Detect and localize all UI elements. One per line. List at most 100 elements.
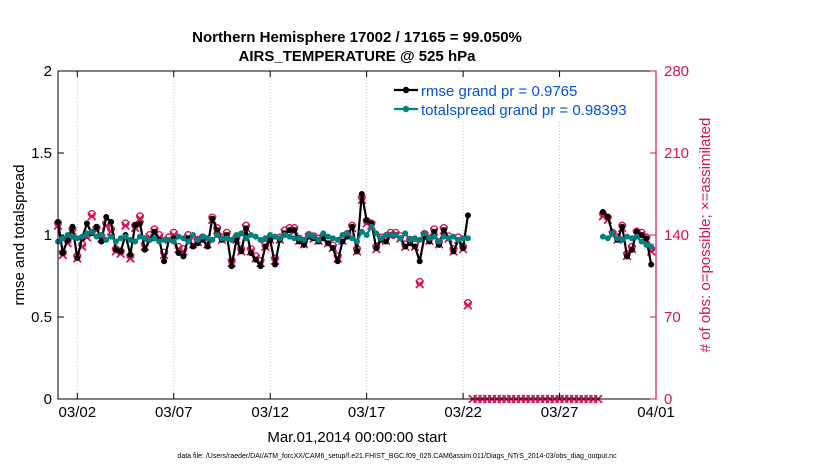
rmse-point: [431, 228, 438, 235]
rmse-point: [103, 213, 110, 220]
totalspread-point: [305, 232, 312, 238]
totalspread-point: [460, 235, 467, 242]
legend-box: [390, 77, 648, 121]
totalspread-point: [146, 236, 153, 243]
totalspread-point: [117, 235, 124, 242]
totalspread-point: [93, 233, 100, 240]
totalspread-point: [281, 232, 288, 238]
totalspread-point: [339, 232, 346, 238]
totalspread-point: [392, 232, 399, 238]
series-layer: [53, 191, 656, 404]
totalspread-point: [151, 235, 158, 242]
x-tick-label: 03/02: [59, 404, 97, 421]
totalspread-point: [296, 235, 303, 242]
rmse-point: [69, 223, 76, 230]
totalspread-point: [349, 235, 356, 242]
rmse-point: [83, 220, 90, 227]
rmse-point: [619, 223, 626, 230]
chart-subtitle: AIRS_TEMPERATURE @ 525 hPa: [239, 48, 477, 65]
x-tick-label: 03/12: [251, 404, 289, 421]
rmse-point: [604, 213, 611, 220]
totalspread-point: [69, 233, 76, 240]
y-axis-label-left: rmse and totalspread: [11, 165, 28, 306]
rmse-point: [628, 246, 635, 253]
rmse-point: [358, 191, 365, 197]
totalspread-point: [411, 235, 418, 242]
totalspread-point: [276, 235, 283, 242]
rmse-point: [127, 251, 134, 258]
y-left-tick-label: 1: [44, 227, 52, 244]
totalspread-point: [387, 232, 394, 238]
rmse-point: [243, 225, 250, 232]
totalspread-point: [59, 235, 66, 242]
legend-marker-spread: [402, 105, 410, 113]
rmse-point: [272, 261, 279, 268]
chart-title: Northern Hemisphere 17002 / 17165 = 99.0…: [192, 29, 522, 46]
rmse-point: [74, 254, 81, 261]
y-axis-label-right: # of obs: o=possible; ×=assimilated: [697, 118, 714, 353]
totalspread-point: [445, 235, 452, 242]
totalspread-point: [64, 232, 71, 238]
totalspread-point: [344, 230, 351, 237]
totalspread-point: [122, 233, 129, 240]
totalspread-point: [329, 235, 336, 242]
rmse-point: [643, 235, 650, 242]
rmse-point: [64, 236, 71, 243]
totalspread-point: [609, 230, 616, 237]
footnote: data file: /Users/raeder/DAI/ATM_forcXX/…: [177, 453, 617, 460]
totalspread-point: [112, 238, 119, 245]
rmse-point: [180, 253, 187, 260]
rmse-point: [624, 253, 631, 260]
totalspread-point: [88, 228, 95, 235]
x-tick-label: 03/22: [444, 404, 482, 421]
legend-label-rmse: rmse grand pr = 0.9765: [421, 83, 577, 100]
totalspread-point: [175, 233, 182, 240]
y-left-tick-label: 0.5: [31, 309, 52, 326]
rmse-point: [460, 245, 467, 252]
y-left-tick-label: 1.5: [31, 145, 52, 162]
obs-assimilated-point: [415, 279, 424, 289]
totalspread-point: [243, 235, 250, 242]
y-right-tick-label: 140: [664, 227, 689, 244]
legend-marker-rmse: [402, 86, 410, 94]
rmse-point: [599, 209, 606, 216]
totalspread-point: [228, 236, 235, 243]
rmse-point: [132, 222, 139, 229]
rmse-point: [339, 238, 346, 245]
rmse-point: [633, 228, 640, 235]
totalspread-point: [141, 235, 148, 242]
rmse-point: [59, 250, 66, 257]
totalspread-point: [368, 223, 375, 230]
totalspread-point: [334, 236, 341, 243]
totalspread-point: [464, 235, 471, 242]
totalspread-point: [310, 233, 317, 240]
rmse-point: [204, 243, 211, 250]
totalspread-point: [286, 233, 293, 240]
rmse-point: [112, 246, 119, 253]
x-tick-label: 04/01: [637, 404, 675, 421]
rmse-point: [98, 238, 105, 245]
totalspread-point: [643, 241, 650, 248]
y-left-tick-label: 2: [44, 63, 52, 80]
totalspread-point: [204, 235, 211, 242]
x-axis-label: Mar.01,2014 00:00:00 start: [267, 429, 447, 446]
rmse-point: [262, 243, 269, 250]
totalspread-point: [619, 236, 626, 243]
totalspread-point: [247, 232, 254, 238]
obs-assimilated-point: [121, 221, 130, 230]
totalspread-point: [238, 230, 245, 237]
totalspread-point: [633, 233, 640, 240]
totalspread-point: [291, 235, 298, 242]
totalspread-point: [431, 233, 438, 240]
totalspread-point: [382, 232, 389, 238]
totalspread-point: [165, 236, 172, 243]
rmse-point: [286, 227, 293, 234]
rmse-point: [93, 223, 100, 230]
rmse-point: [161, 258, 168, 265]
totalspread-point: [397, 235, 404, 242]
rmse-point: [238, 248, 245, 255]
rmse-point: [141, 246, 148, 253]
totalspread-point: [440, 233, 447, 240]
totalspread-point: [450, 233, 457, 240]
totalspread-point: [190, 232, 197, 238]
